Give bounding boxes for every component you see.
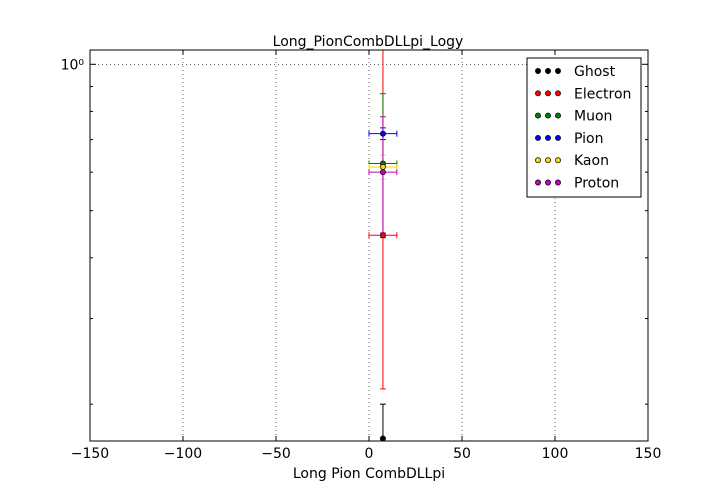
- legend-marker-kaon: [545, 157, 551, 164]
- x-tick-label: 100: [542, 446, 569, 462]
- legend-entry-kaon: Kaon: [574, 153, 609, 169]
- y-tick-label: 10⁰: [61, 57, 85, 73]
- error-bars: [368, 50, 398, 440]
- x-tick-label: 0: [365, 446, 374, 462]
- x-tick-label: 150: [635, 446, 662, 462]
- x-tick-label: −100: [164, 446, 202, 462]
- legend-marker-pion: [545, 134, 551, 141]
- x-tick-label: −50: [261, 446, 291, 462]
- legend-marker-muon: [545, 112, 551, 119]
- legend-marker-proton: [545, 179, 551, 186]
- legend-marker-muon: [535, 112, 541, 119]
- legend-entry-proton: Proton: [574, 176, 619, 192]
- point-kaon: [380, 164, 386, 170]
- legend-marker-electron: [545, 90, 551, 97]
- legend: Ghost Electron Muon Pion Kaon Proton: [526, 57, 642, 198]
- point-proton: [380, 169, 386, 176]
- x-axis-ticks: −150 −100 −50 0 50 100 150: [71, 50, 662, 462]
- x-axis-label: Long Pion CombDLLpi: [293, 466, 445, 482]
- point-pion: [380, 130, 386, 137]
- legend-marker-ghost: [535, 68, 541, 74]
- legend-box: [526, 57, 642, 198]
- legend-marker-kaon: [535, 157, 541, 164]
- point-ghost: [380, 435, 386, 442]
- legend-marker-proton: [555, 179, 561, 186]
- legend-marker-ghost: [555, 68, 561, 74]
- legend-entry-pion: Pion: [574, 131, 603, 147]
- x-tick-label: 50: [453, 446, 471, 462]
- legend-entry-ghost: Ghost: [574, 64, 616, 80]
- legend-marker-ghost: [545, 68, 551, 74]
- legend-marker-pion: [535, 134, 541, 141]
- legend-marker-proton: [535, 179, 541, 186]
- legend-marker-kaon: [555, 157, 561, 164]
- chart-title: Long_PionCombDLLpi_Logy: [273, 34, 464, 50]
- point-electron: [380, 232, 386, 239]
- legend-entry-muon: Muon: [574, 109, 612, 125]
- legend-marker-muon: [555, 112, 561, 119]
- legend-marker-pion: [555, 134, 561, 141]
- legend-marker-electron: [555, 90, 561, 97]
- data-points: [380, 130, 386, 442]
- y-axis-ticks: 10⁰: [61, 57, 648, 405]
- x-tick-label: −150: [71, 446, 109, 462]
- legend-entry-electron: Electron: [574, 86, 631, 102]
- legend-marker-electron: [535, 90, 541, 97]
